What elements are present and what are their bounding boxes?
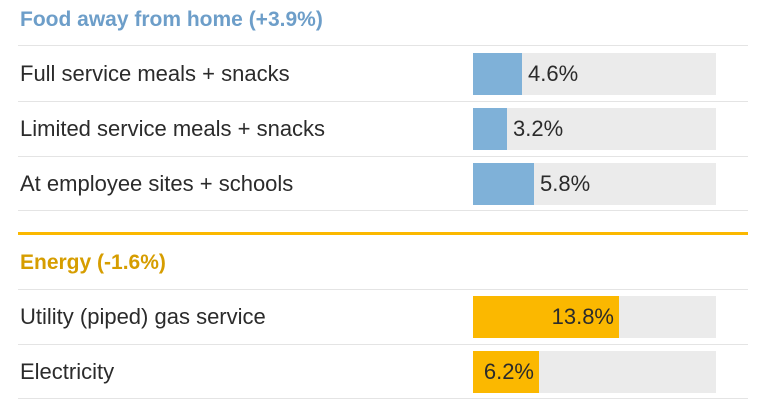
bar-track: 13.8% [473,296,716,338]
category-label: Full service meals + snacks [20,61,290,86]
row-divider [18,344,748,345]
bar-track: 5.8% [473,163,716,205]
row-divider [18,156,748,157]
category-label: Limited service meals + snacks [20,116,326,141]
row-divider [18,101,748,102]
section-divider [18,232,748,235]
bar [473,53,522,95]
row-divider [18,289,748,290]
bar-row: Utility (piped) gas service 13.8% [18,290,748,344]
bar [473,163,534,205]
bar-track: 4.6% [473,53,716,95]
category-label: Electricity [20,359,115,384]
value-label: 13.8% [551,304,614,329]
bar-row: Electricity 6.2% [18,345,748,399]
bar-row: At employee sites + schools 5.8% [18,157,748,211]
row-divider [18,45,748,46]
value-label: 3.2% [513,116,564,141]
row-divider [18,398,748,399]
section-title: Energy (-1.6%) [20,251,166,274]
category-label: At employee sites + schools [20,171,294,196]
bar [473,351,539,393]
value-label: 6.2% [483,359,534,384]
row-divider [18,210,748,211]
bar-track: 3.2% [473,108,716,150]
category-label: Utility (piped) gas service [20,304,266,329]
bar-row: Limited service meals + snacks 3.2% [18,102,748,156]
bar [473,108,507,150]
bar-track: 6.2% [473,351,716,393]
bar-row: Full service meals + snacks 4.6% [18,47,748,101]
value-label: 4.6% [528,61,579,86]
bar [473,296,619,338]
value-label: 5.8% [540,171,591,196]
section-title: Food away from home (+3.9%) [20,8,323,31]
